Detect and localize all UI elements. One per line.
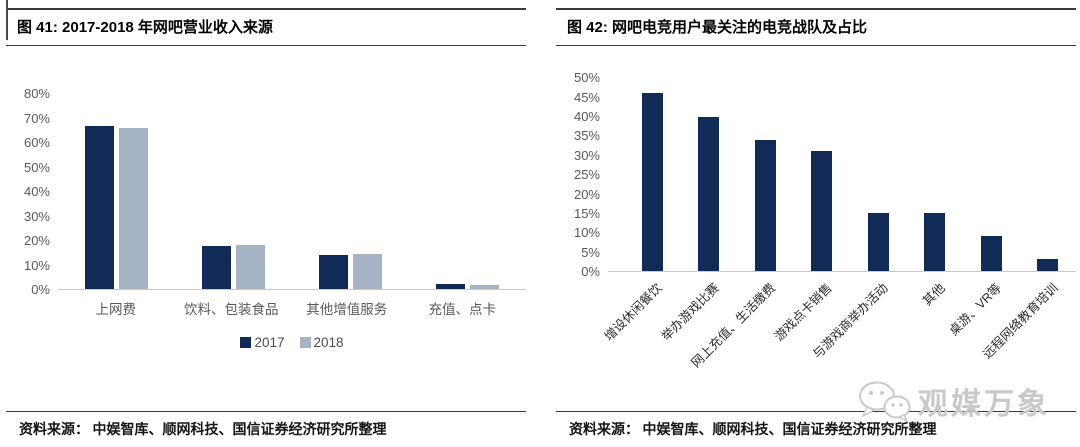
legend-label: 2018	[313, 335, 344, 350]
bar-2017	[85, 125, 114, 289]
y-tick-label: 0%	[581, 264, 600, 280]
divider	[556, 45, 1076, 46]
legend: 2017 2018	[58, 335, 526, 350]
plot-area: 0% 5% 10% 15% 20% 25% 30% 35% 40% 45% 50% 增设休闲餐饮 举办游…	[556, 70, 1077, 370]
x-axis-label: 饮料、包装食品	[184, 302, 279, 317]
x-axis-label: 上网费	[95, 302, 137, 317]
bar-占比	[811, 151, 833, 271]
y-tick-label: 5%	[581, 244, 600, 260]
legend-swatch	[240, 337, 252, 348]
plot: 增设休闲餐饮 举办游戏比赛 网上充值、生活缴费 游戏点卡销售 与游戏商举办活动 其他 桌游、…	[602, 78, 1077, 370]
watermark: 观媒万象	[857, 379, 1050, 423]
bar-2018	[470, 285, 499, 289]
bar-group: 增设休闲餐饮	[602, 78, 681, 344]
x-axis-labels: 上网费 饮料、包装食品 其他增值服务 充值、点卡	[58, 298, 520, 318]
bar-group: 桌游、VR等	[946, 78, 1020, 338]
y-tick-label: 25%	[573, 167, 600, 183]
y-tick-label: 70%	[23, 110, 50, 126]
bar-group: 举办游戏比赛	[659, 78, 738, 344]
x-axis-label: 充值、点卡	[428, 302, 497, 317]
figure-42-title: 图 42: 网吧电竞用户最关注的电竞战队及占比	[567, 19, 868, 36]
y-tick-label: 80%	[23, 86, 50, 102]
bar-group: 与游戏商举办活动	[810, 78, 907, 361]
plot-area: 0% 10% 20% 30% 40% 50% 60% 70% 80%	[6, 86, 526, 297]
x-axis-label: 其他增值服务	[306, 302, 388, 317]
bar-group	[409, 94, 526, 289]
bar-占比	[1037, 259, 1059, 271]
y-tick-label: 30%	[23, 208, 50, 224]
legend-item: 2017	[240, 335, 285, 350]
y-tick-label: 45%	[573, 89, 600, 105]
bar-group	[175, 94, 292, 289]
figure-41-title: 图 41: 2017-2018 年网吧营业收入来源	[17, 19, 273, 36]
divider	[556, 411, 1076, 412]
bar-2017	[319, 254, 348, 289]
legend-item: 2018	[299, 335, 344, 350]
divider	[556, 8, 1076, 10]
bar-占比	[754, 139, 776, 271]
y-tick-label: 30%	[573, 147, 600, 163]
bar-2017	[436, 284, 465, 289]
plot	[58, 94, 526, 290]
bar-2018	[119, 128, 148, 289]
bar-占比	[641, 93, 663, 271]
bar-group	[292, 94, 409, 289]
bar-2018	[353, 253, 382, 289]
table-border-stub	[6, 0, 8, 40]
bar-group: 远程网络教育培训	[980, 78, 1077, 361]
legend-swatch	[299, 337, 311, 348]
bar-2017	[202, 246, 231, 289]
figure-41-source: 资料来源： 中娱智库、顺网科技、国信证券经济研究所整理	[19, 423, 387, 438]
y-axis: 0% 10% 20% 30% 40% 50% 60% 70% 80%	[6, 86, 58, 297]
bar-占比	[980, 236, 1002, 271]
watermark-text: 观媒万象	[918, 388, 1050, 421]
bar-占比	[698, 116, 720, 271]
y-tick-label: 10%	[23, 257, 50, 273]
figure-42-source: 资料来源： 中娱智库、顺网科技、国信证券经济研究所整理	[569, 423, 937, 438]
bar-group: 游戏点卡销售	[772, 78, 851, 344]
y-tick-label: 10%	[573, 225, 600, 241]
divider	[6, 411, 526, 412]
bar-group: 其他	[907, 78, 964, 308]
y-tick-label: 60%	[23, 135, 50, 151]
bar-group	[58, 94, 175, 289]
y-tick-label: 35%	[573, 128, 600, 144]
figure-41-panel: 图 41: 2017-2018 年网吧营业收入来源 0% 10% 20% 30% 40%…	[6, 0, 526, 447]
y-tick-label: 20%	[23, 233, 50, 249]
divider	[6, 8, 526, 10]
figure-42-panel: 图 42: 网吧电竞用户最关注的电竞战队及占比 0% 5% 10% 15% 20% 25%…	[556, 0, 1076, 447]
bar-占比	[924, 213, 946, 271]
legend-label: 2017	[254, 335, 285, 350]
y-tick-label: 15%	[573, 205, 600, 221]
bar-占比	[867, 213, 889, 271]
bar-2018	[236, 245, 265, 289]
y-axis: 0% 5% 10% 15% 20% 25% 30% 35% 40% 45% 50%	[556, 70, 608, 279]
bar-group: 网上充值、生活缴费	[689, 78, 794, 370]
y-tick-label: 50%	[23, 159, 50, 175]
y-tick-label: 40%	[23, 184, 50, 200]
y-tick-label: 40%	[573, 108, 600, 124]
y-tick-label: 0%	[31, 282, 50, 298]
divider	[6, 45, 526, 46]
y-tick-label: 50%	[573, 70, 600, 86]
y-tick-label: 20%	[573, 186, 600, 202]
wechat-icon	[859, 381, 911, 422]
figure-42-chart: 0% 5% 10% 15% 20% 25% 30% 35% 40% 45% 50% 增设休闲餐饮 举办游…	[556, 46, 1076, 390]
figure-41-chart: 0% 10% 20% 30% 40% 50% 60% 70% 80% 上网费 饮料、包装食品 其他增值…	[6, 46, 526, 350]
